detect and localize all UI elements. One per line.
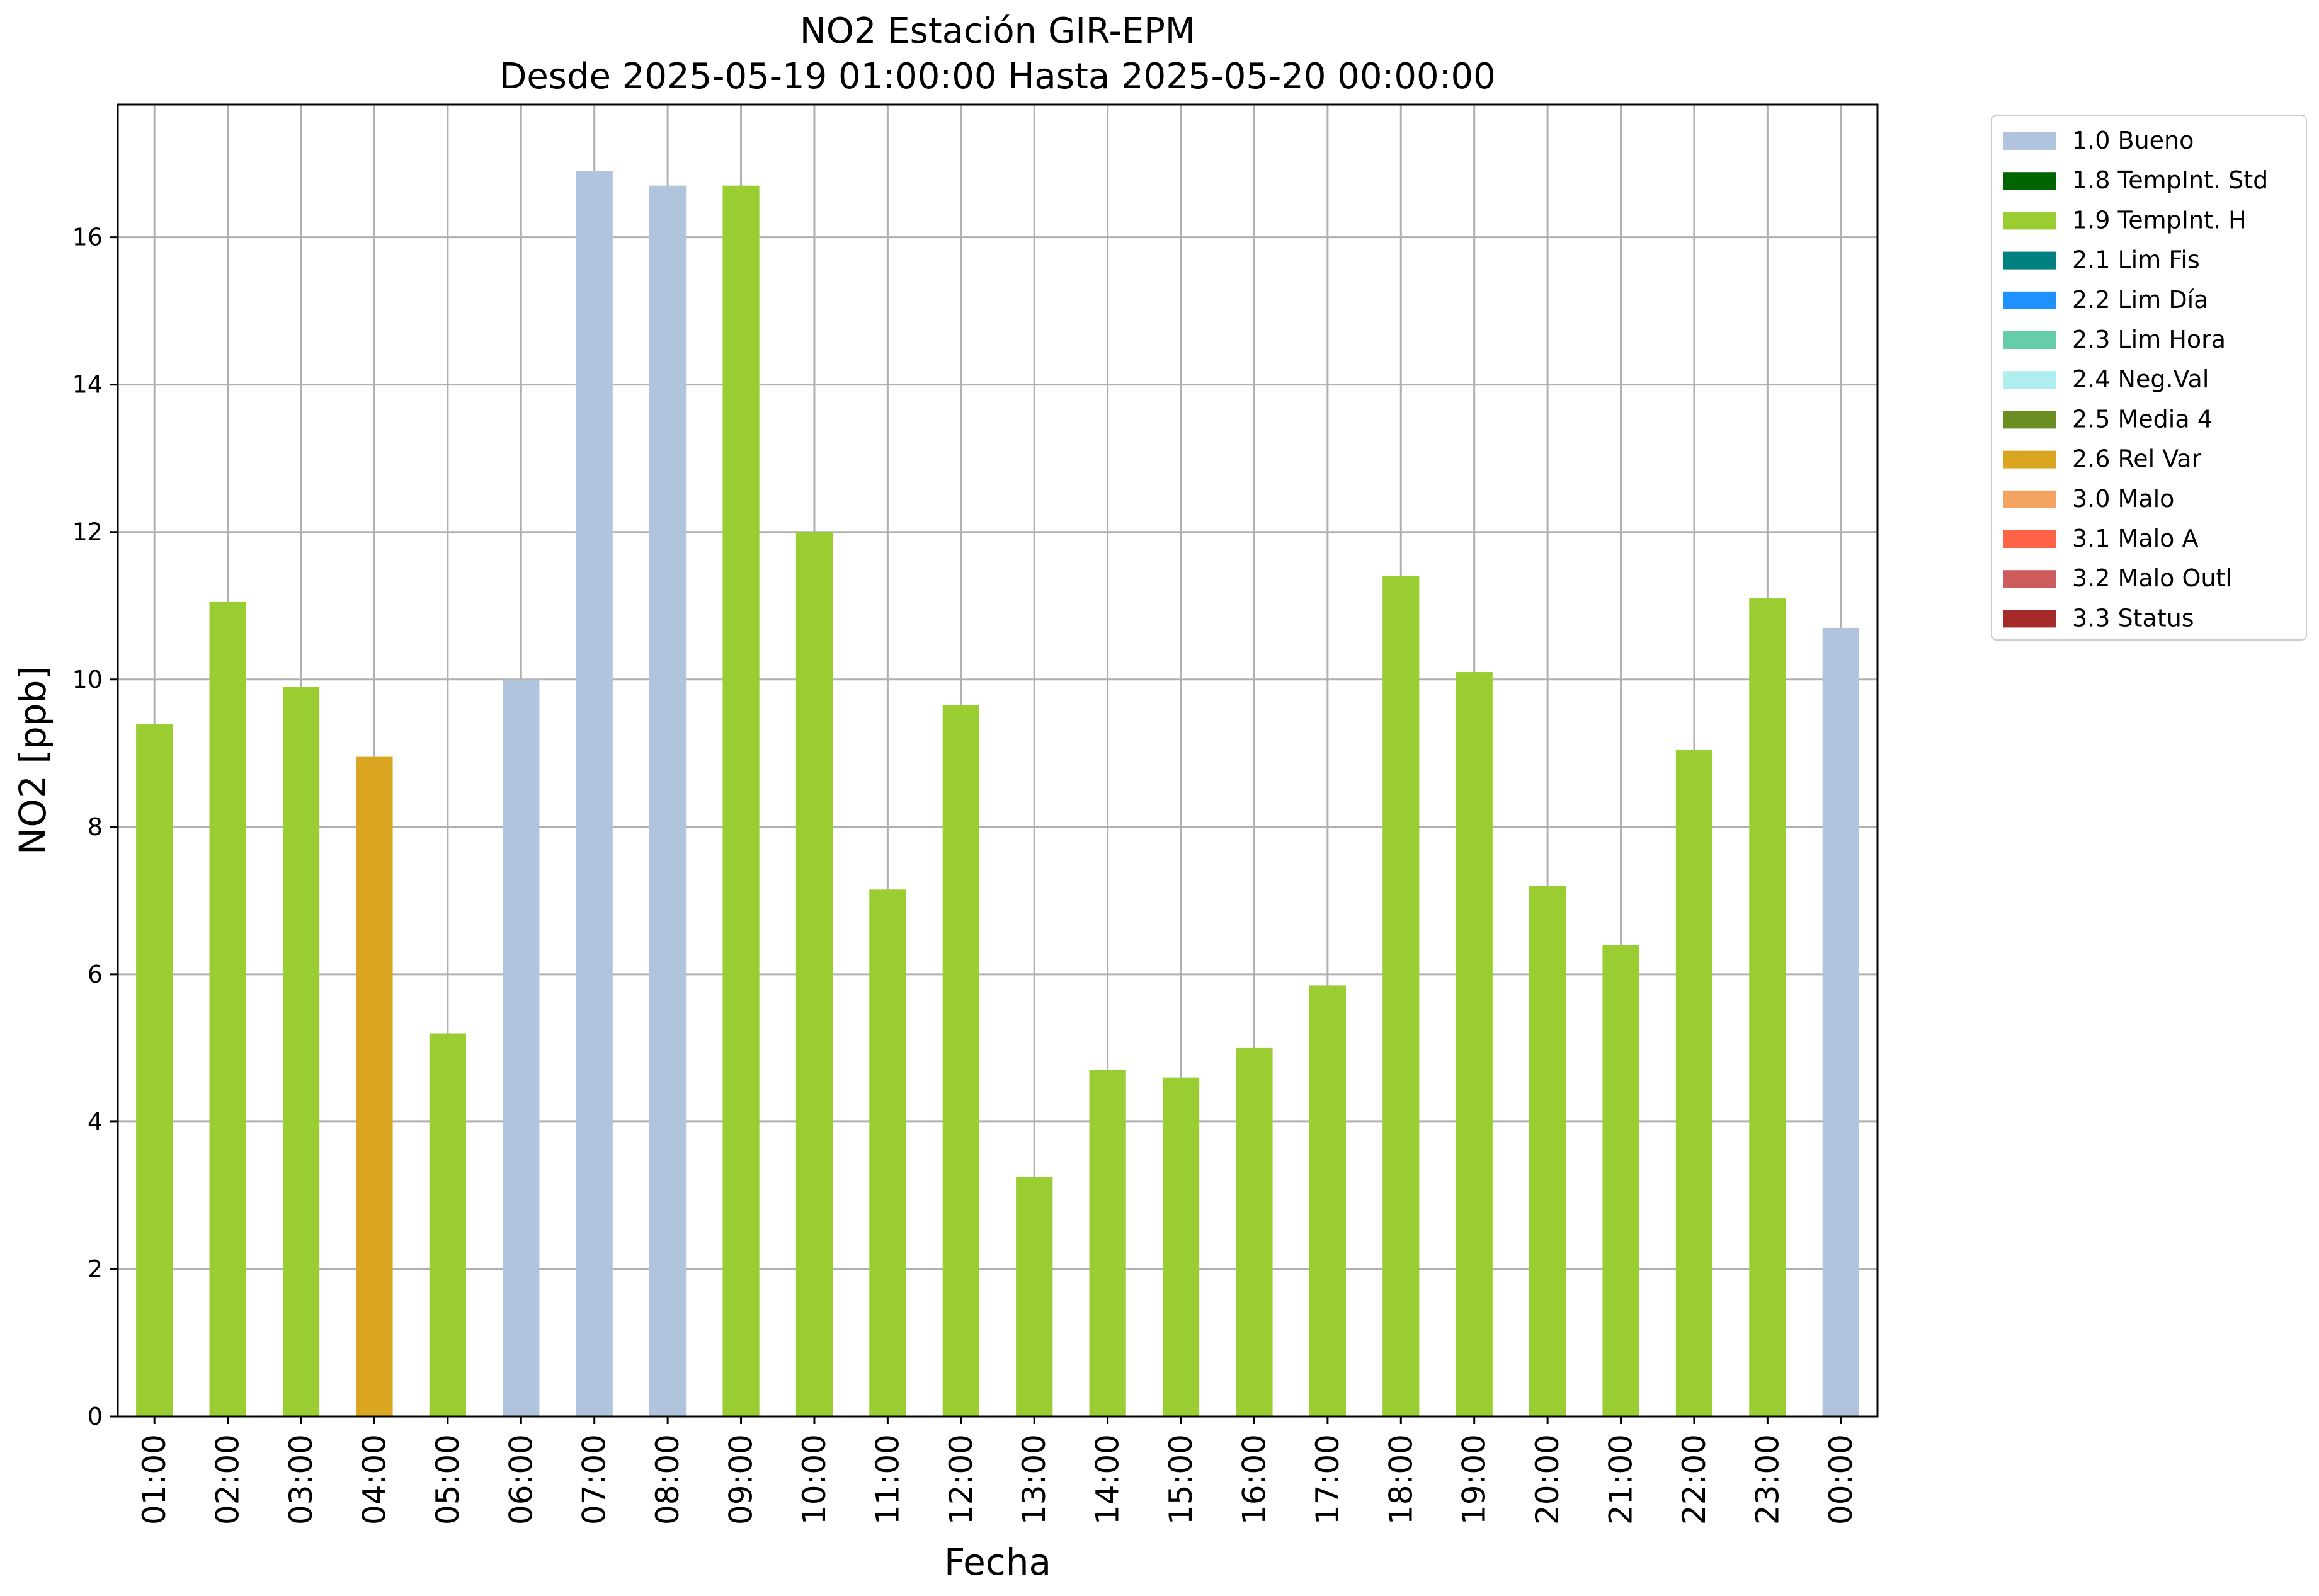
x-tick-label: 10:00 <box>796 1434 833 1525</box>
bar-15-00 <box>1162 1077 1200 1416</box>
bar-19-00 <box>1456 672 1493 1416</box>
legend-entry-label: 2.3 Lim Hora <box>2072 326 2226 353</box>
legend-swatch <box>2003 291 2056 309</box>
bar-12-00 <box>942 705 979 1416</box>
chart-subtitle: Desde 2025-05-19 01:00:00 Hasta 2025-05-… <box>499 56 1496 97</box>
y-tick-label: 2 <box>88 1255 103 1283</box>
legend-entry-label: 2.2 Lim Día <box>2072 286 2208 314</box>
x-tick-label: 07:00 <box>576 1434 613 1525</box>
chart-title: NO2 Estación GIR-EPM <box>800 11 1195 52</box>
x-tick-label: 09:00 <box>723 1434 760 1525</box>
x-tick-label: 15:00 <box>1163 1434 1199 1525</box>
y-tick-label: 0 <box>88 1403 103 1430</box>
x-tick-label: 04:00 <box>356 1434 392 1525</box>
legend-entry-label: 3.2 Malo Outl <box>2072 564 2232 592</box>
legend-swatch <box>2003 132 2056 150</box>
y-tick-label: 14 <box>72 371 103 399</box>
y-tick-label: 4 <box>88 1108 103 1136</box>
y-axis-ticks: 0 2 4 6 8 10 12 14 16 <box>72 224 118 1430</box>
legend-entry-label: 2.5 Media 4 <box>2072 405 2213 433</box>
bar-22-00 <box>1675 749 1713 1416</box>
legend-swatch <box>2003 530 2056 548</box>
x-tick-label: 03:00 <box>283 1434 319 1525</box>
legend-entry-label: 1.8 TempInt. Std <box>2072 166 2268 194</box>
bar-16-00 <box>1236 1047 1273 1416</box>
bars <box>136 171 1859 1417</box>
bar-07-00 <box>576 171 613 1417</box>
legend-box <box>1991 115 2307 641</box>
x-tick-label: 23:00 <box>1749 1434 1786 1525</box>
x-tick-label: 13:00 <box>1016 1434 1052 1525</box>
bar-20-00 <box>1529 886 1566 1416</box>
bar-11-00 <box>869 889 906 1416</box>
y-tick-label: 12 <box>72 518 103 546</box>
bar-02-00 <box>209 601 246 1417</box>
bar-13-00 <box>1016 1177 1053 1416</box>
x-tick-label: 14:00 <box>1090 1434 1126 1525</box>
legend-swatch <box>2003 490 2056 508</box>
y-axis-label: NO2 [ppb] <box>11 666 54 855</box>
x-tick-label: 01:00 <box>136 1434 173 1525</box>
bar-18-00 <box>1382 576 1420 1416</box>
legend-swatch <box>2003 251 2056 270</box>
x-tick-label: 21:00 <box>1603 1434 1639 1525</box>
legend-entry-label: 2.1 Lim Fis <box>2072 246 2200 274</box>
y-tick-label: 16 <box>72 224 103 251</box>
bar-03-00 <box>282 687 320 1416</box>
bar-14-00 <box>1089 1069 1126 1416</box>
legend-entry-label: 2.4 Neg.Val <box>2072 365 2209 393</box>
bar-05-00 <box>429 1033 466 1416</box>
y-tick-label: 6 <box>88 960 103 988</box>
bar-17-00 <box>1309 985 1346 1416</box>
legend-swatch <box>2003 331 2056 349</box>
bar-21-00 <box>1602 945 1639 1416</box>
x-tick-label: 18:00 <box>1382 1434 1419 1525</box>
x-tick-label: 02:00 <box>210 1434 246 1525</box>
x-tick-label: 22:00 <box>1676 1434 1712 1525</box>
x-tick-label: 06:00 <box>503 1434 539 1525</box>
legend-swatch <box>2003 371 2056 389</box>
x-tick-label: 12:00 <box>943 1434 979 1525</box>
plot-frame <box>117 103 1879 1418</box>
bar-10-00 <box>795 532 833 1416</box>
x-tick-label: 08:00 <box>649 1434 686 1525</box>
bar-09-00 <box>722 185 760 1416</box>
legend-swatch <box>2003 450 2056 469</box>
legend-swatch <box>2003 610 2056 628</box>
bar-06-00 <box>503 679 540 1416</box>
legend-entry-label: 1.0 Bueno <box>2072 127 2194 154</box>
y-tick-label: 10 <box>72 666 103 693</box>
bar-00-00 <box>1822 627 1859 1416</box>
x-tick-label: 05:00 <box>430 1434 466 1525</box>
legend: 1.0 Bueno 1.8 TempInt. Std 1.9 TempInt. H 2… <box>1991 115 2307 641</box>
legend-swatch <box>2003 212 2056 230</box>
legend-entry-label: 2.6 Rel Var <box>2072 445 2202 473</box>
y-tick-label: 8 <box>88 813 103 841</box>
bar-08-00 <box>649 185 687 1416</box>
legend-entry-label: 1.9 TempInt. H <box>2072 206 2247 234</box>
bar-23-00 <box>1749 598 1786 1416</box>
legend-swatch <box>2003 411 2056 429</box>
x-tick-label: 19:00 <box>1456 1434 1493 1525</box>
bar-04-00 <box>356 756 393 1416</box>
x-tick-label: 00:00 <box>1823 1434 1859 1525</box>
legend-entry-label: 3.3 Status <box>2072 604 2194 632</box>
bar-01-00 <box>136 723 173 1416</box>
x-tick-label: 20:00 <box>1529 1434 1566 1525</box>
x-tick-label: 11:00 <box>869 1434 906 1525</box>
legend-entry-label: 3.0 Malo <box>2072 485 2174 513</box>
x-tick-label: 17:00 <box>1309 1434 1346 1525</box>
legend-swatch <box>2003 172 2056 190</box>
legend-entry-label: 3.1 Malo A <box>2072 525 2198 552</box>
x-tick-label: 16:00 <box>1236 1434 1272 1525</box>
x-axis-label: Fecha <box>944 1541 1051 1583</box>
legend-swatch <box>2003 570 2056 588</box>
x-axis-ticks: 01:00 02:00 03:00 04:00 05:00 06:00 07:00 08:00… <box>136 1416 1859 1525</box>
